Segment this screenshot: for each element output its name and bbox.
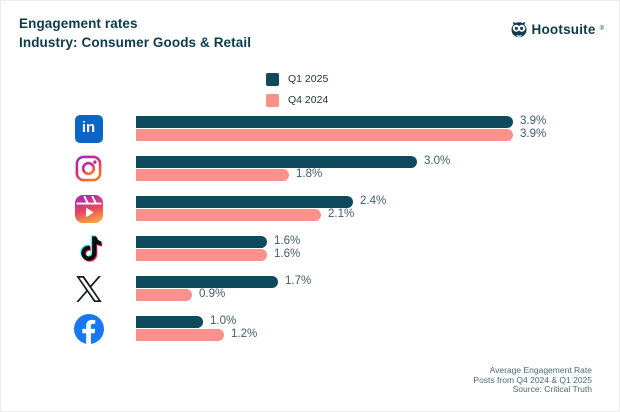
chart-row-instagram-reels: 2.4% 2.1% — [1, 192, 619, 232]
registered-mark: ® — [599, 26, 604, 32]
header: Engagement rates Industry: Consumer Good… — [19, 16, 251, 50]
page-subtitle: Industry: Consumer Goods & Retail — [19, 35, 252, 50]
legend-label-q4-2024: Q4 2024 — [288, 94, 329, 106]
chart-row-facebook: 1.0% 1.2% — [1, 312, 619, 352]
value-label-facebook-q4: 1.2% — [231, 328, 258, 340]
bar-linkedin-q4-2024 — [136, 129, 513, 141]
bar-tiktok-q1-2025 — [136, 236, 267, 248]
legend-item-q1-2025: Q1 2025 — [266, 72, 328, 86]
value-label-linkedin-q1: 3.9% — [520, 115, 547, 127]
value-label-instagram-q1: 3.0% — [424, 155, 451, 167]
source-note-line1: Average Engagement Rate — [489, 365, 592, 375]
instagram-reels-icon — [73, 193, 104, 224]
bar-linkedin-q1-2025 — [136, 116, 513, 128]
hootsuite-logo: Hootsuite ® — [510, 20, 604, 38]
bar-instagram-reels-q4-2024 — [136, 209, 321, 221]
bar-facebook-q1-2025 — [136, 316, 203, 328]
bar-facebook-q4-2024 — [136, 329, 224, 341]
value-label-instagram-q4: 1.8% — [296, 168, 323, 180]
x-icon — [73, 273, 104, 304]
page-title: Engagement rates — [19, 16, 138, 31]
source-note: Average Engagement Rate Posts from Q4 20… — [473, 365, 592, 395]
bar-tiktok-q4-2024 — [136, 249, 267, 261]
chart-row-x: 1.7% 0.9% — [1, 272, 619, 312]
legend-swatch-q1-2025 — [266, 72, 279, 86]
instagram-icon — [73, 153, 104, 184]
value-label-instagram-reels-q1: 2.4% — [360, 195, 387, 207]
chart-row-instagram: 3.0% 1.8% — [1, 152, 619, 192]
chart-row-linkedin: in 3.9% 3.9% — [1, 112, 619, 152]
value-label-x-q4: 0.9% — [199, 288, 226, 300]
legend-label-q1-2025: Q1 2025 — [288, 73, 329, 85]
chart-row-tiktok: 1.6% 1.6% — [1, 232, 619, 272]
hootsuite-owl-icon — [511, 21, 527, 38]
value-label-x-q1: 1.7% — [285, 275, 312, 287]
bar-x-q1-2025 — [136, 276, 278, 288]
source-note-line3: Source: Critical Truth — [512, 384, 592, 394]
bar-instagram-reels-q1-2025 — [136, 196, 353, 208]
facebook-icon — [73, 313, 104, 344]
tiktok-icon — [73, 233, 104, 264]
bar-x-q4-2024 — [136, 289, 192, 301]
legend-item-q4-2024: Q4 2024 — [266, 93, 328, 107]
value-label-tiktok-q1: 1.6% — [274, 235, 301, 247]
bar-instagram-q4-2024 — [136, 169, 289, 181]
legend-swatch-q4-2024 — [266, 93, 279, 107]
bar-instagram-q1-2025 — [136, 156, 417, 168]
value-label-facebook-q1: 1.0% — [210, 315, 237, 327]
value-label-instagram-reels-q4: 2.1% — [328, 208, 355, 220]
value-label-tiktok-q4: 1.6% — [274, 248, 301, 260]
hootsuite-wordmark: Hootsuite — [531, 21, 596, 37]
linkedin-icon: in — [73, 113, 104, 144]
value-label-linkedin-q4: 3.9% — [520, 128, 547, 140]
legend: Q1 2025 Q4 2024 — [266, 72, 328, 114]
source-note-line2: Posts from Q4 2024 & Q1 2025 — [473, 374, 592, 385]
